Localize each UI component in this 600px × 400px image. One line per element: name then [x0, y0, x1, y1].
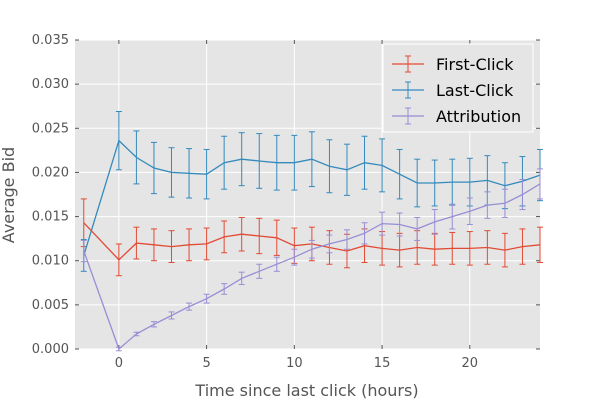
series-first-click — [80, 198, 543, 277]
y-tick-label: 0.010 — [32, 254, 69, 269]
series-line-last-click — [83, 139, 541, 256]
y-tick-label: 0.005 — [32, 298, 69, 313]
y-tick-label: 0.020 — [32, 165, 69, 180]
legend-item-attribution: Attribution — [392, 107, 521, 126]
legend-label: Attribution — [436, 107, 521, 126]
x-tick-label: 15 — [374, 356, 391, 371]
series-line-attribution — [83, 183, 541, 351]
legend-item-last-click: Last-Click — [392, 81, 514, 100]
y-tick-label: 0.000 — [32, 342, 69, 357]
series-attribution — [80, 168, 543, 352]
series-layer — [80, 111, 543, 352]
x-tick-label: 5 — [202, 356, 210, 371]
y-tick-label: 0.015 — [32, 210, 69, 225]
legend-label: Last-Click — [436, 81, 514, 100]
legend-item-first-click: First-Click — [392, 55, 514, 74]
x-tick-label: 0 — [115, 356, 123, 371]
y-tick-label: 0.035 — [32, 33, 69, 48]
axis-ticks: 0 5 10 15 20 0.000 0.005 0.010 0.015 0.020 0.025 0.… — [32, 33, 540, 371]
legend: First-Click Last-Click Attribution — [382, 43, 534, 133]
legend-label: First-Click — [436, 55, 514, 74]
x-axis-label: Time since last click (hours) — [194, 381, 418, 400]
x-tick-label: 20 — [462, 356, 479, 371]
y-tick-label: 0.025 — [32, 121, 69, 136]
y-tick-label: 0.030 — [32, 77, 69, 92]
y-axis-label: Average Bid — [0, 147, 18, 243]
x-tick-label: 10 — [286, 356, 303, 371]
series-line-first-click — [83, 222, 541, 261]
